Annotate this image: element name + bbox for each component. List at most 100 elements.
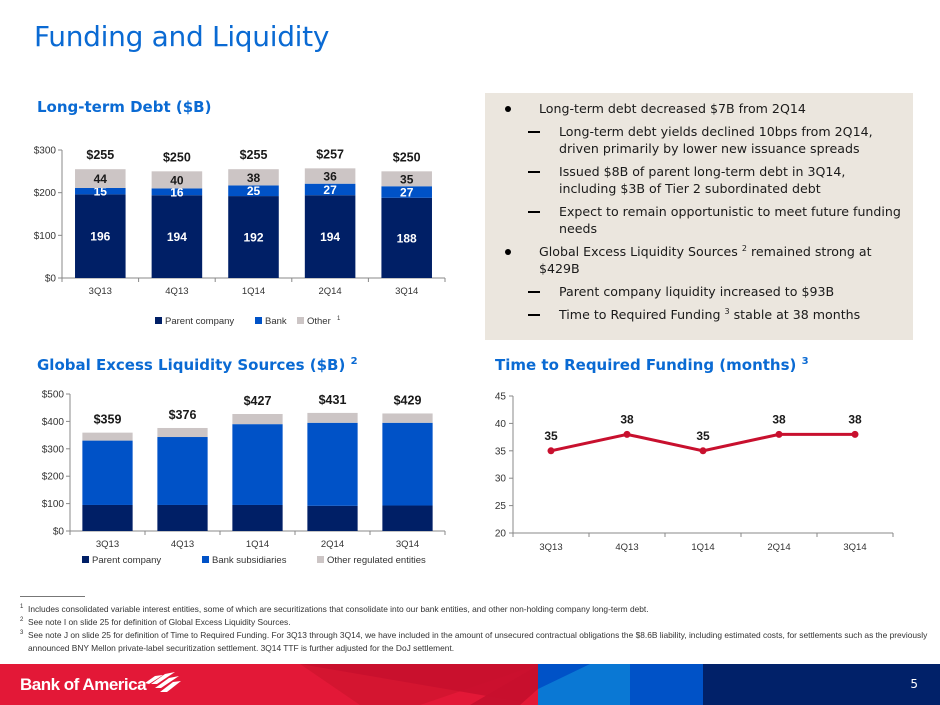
bullet-item: Long-term debt decreased $7B from 2Q14 xyxy=(499,100,903,117)
footer-banner: Bank of America 5 xyxy=(0,664,940,705)
x-tick-label: 4Q13 xyxy=(171,539,194,550)
x-tick-label: 2Q14 xyxy=(321,539,344,550)
x-tick-label: 2Q14 xyxy=(318,286,341,297)
legend-label: Parent company xyxy=(165,316,234,327)
total-label: $429 xyxy=(394,393,422,407)
legend-label: Bank xyxy=(265,316,287,327)
y-tick-label: 30 xyxy=(495,474,507,485)
bullet-text: Long-term debt decreased $7B from 2Q14 xyxy=(539,101,806,116)
bar-segment-parent-company xyxy=(232,504,283,531)
y-tick-label: $0 xyxy=(45,274,57,285)
x-tick-label: 3Q13 xyxy=(89,286,112,297)
dash-icon xyxy=(528,211,540,213)
x-tick-label: 4Q13 xyxy=(165,286,188,297)
total-label: $250 xyxy=(163,150,191,164)
sub-bullet-item: Parent company liquidity increased to $9… xyxy=(499,283,903,300)
bar-segment-bank-subsidiaries xyxy=(157,437,208,505)
bar-segment-bank-subsidiaries xyxy=(232,424,283,505)
bar-segment-parent-company xyxy=(75,194,126,278)
long-term-debt-title: Long-term Debt ($B) xyxy=(37,98,212,116)
page-title: Funding and Liquidity xyxy=(34,20,330,53)
y-tick-label: $300 xyxy=(42,444,65,455)
sub-bullet-item: Long-term debt yields declined 10bps fro… xyxy=(499,123,903,157)
y-tick-label: $0 xyxy=(53,527,65,538)
y-tick-label: $100 xyxy=(42,499,65,510)
footnote-3: 3 See note J on slide 25 for definition o… xyxy=(20,629,930,655)
bullet-text: Expect to remain opportunistic to meet f… xyxy=(559,204,901,236)
data-label: 194 xyxy=(167,230,187,244)
bar-segment-parent-company xyxy=(381,197,432,278)
y-tick-label: $400 xyxy=(42,417,65,428)
footnote-ref: 3 xyxy=(724,306,730,316)
footnote-text: See note I on slide 25 for definition of… xyxy=(28,617,291,627)
y-tick-label: 45 xyxy=(495,392,507,403)
footnote-divider xyxy=(20,596,85,597)
y-tick-label: $200 xyxy=(34,188,57,199)
legend-swatch xyxy=(297,317,304,324)
legend-label: Other regulated entities xyxy=(327,555,426,566)
x-tick-label: 1Q14 xyxy=(242,286,265,297)
total-label: $257 xyxy=(316,147,344,161)
legend-swatch xyxy=(82,556,89,563)
bar-segment-other xyxy=(304,168,356,184)
data-label: 27 xyxy=(400,186,414,200)
total-label: $255 xyxy=(240,148,268,162)
bar-segment-other-regulated-entities xyxy=(157,427,208,438)
total-label: $255 xyxy=(86,148,114,162)
total-label: $431 xyxy=(319,393,347,407)
bar-segment-parent-company xyxy=(82,504,133,531)
data-label: 38 xyxy=(247,171,261,185)
bar-segment-bank-subsidiaries xyxy=(307,422,358,506)
key-points-box: Long-term debt decreased $7B from 2Q14 L… xyxy=(485,93,913,340)
bar-segment-bank xyxy=(381,186,432,198)
bullet-item: Global Excess Liquidity Sources 2 remain… xyxy=(499,243,903,277)
legend-label: Bank subsidiaries xyxy=(212,555,287,566)
dash-icon xyxy=(528,131,540,133)
flag-logo-icon xyxy=(145,672,181,692)
bullet-dot-icon xyxy=(505,106,511,112)
bar-segment-other xyxy=(381,171,432,187)
data-label: 38 xyxy=(848,412,862,426)
x-tick-label: 2Q14 xyxy=(767,542,790,553)
bullet-text: Parent company liquidity increased to $9… xyxy=(559,284,835,299)
data-label: 196 xyxy=(90,230,110,244)
data-point xyxy=(851,430,859,438)
bar-segment-parent-company xyxy=(157,504,208,531)
x-tick-label: 3Q14 xyxy=(395,286,418,297)
data-label: 40 xyxy=(170,173,184,187)
bar-segment-bank-subsidiaries xyxy=(82,440,133,505)
data-label: 35 xyxy=(400,172,414,186)
data-label: 25 xyxy=(247,184,261,198)
bar-segment-other-regulated-entities xyxy=(232,414,283,425)
footnote-ref: 3 xyxy=(801,356,809,367)
data-label: 188 xyxy=(397,231,417,245)
data-label: 192 xyxy=(243,231,263,245)
bullet-text: Issued $8B of parent long-term debt in 3… xyxy=(559,164,846,196)
data-label: 38 xyxy=(620,412,634,426)
sub-bullet-item: Time to Required Funding 3 stable at 38 … xyxy=(499,306,903,323)
data-point xyxy=(699,447,707,455)
y-tick-label: 25 xyxy=(495,501,507,512)
total-label: $250 xyxy=(393,150,421,164)
footnote-number: 2 xyxy=(20,617,24,623)
legend-swatch xyxy=(202,556,209,563)
legend-swatch xyxy=(317,556,324,563)
page-number: 5 xyxy=(910,677,918,691)
bar-segment-bank-subsidiaries xyxy=(382,422,433,506)
data-label: 27 xyxy=(323,183,337,197)
footnotes: 1 Includes consolidated variable interest… xyxy=(20,596,930,655)
bar-segment-bank xyxy=(151,188,203,196)
y-tick-label: $100 xyxy=(34,231,57,242)
y-tick-label: 40 xyxy=(495,419,507,430)
bar-segment-other xyxy=(151,171,203,189)
y-tick-label: $200 xyxy=(42,472,65,483)
total-label: $376 xyxy=(169,408,197,422)
ttf-title: Time to Required Funding (months) 3 xyxy=(495,356,809,374)
bullet-text: Time to Required Funding xyxy=(559,307,725,322)
bar-segment-other-regulated-entities xyxy=(82,432,133,441)
x-tick-label: 3Q14 xyxy=(843,542,866,553)
legend-swatch xyxy=(155,317,162,324)
bar-segment-other-regulated-entities xyxy=(382,413,433,423)
bar-segment-bank xyxy=(228,185,279,197)
ttf-chart: 20 25 30 35 40 45 35 3Q13 38 4Q13 35 1Q14 38 2Q14 38 3Q… xyxy=(495,392,894,553)
